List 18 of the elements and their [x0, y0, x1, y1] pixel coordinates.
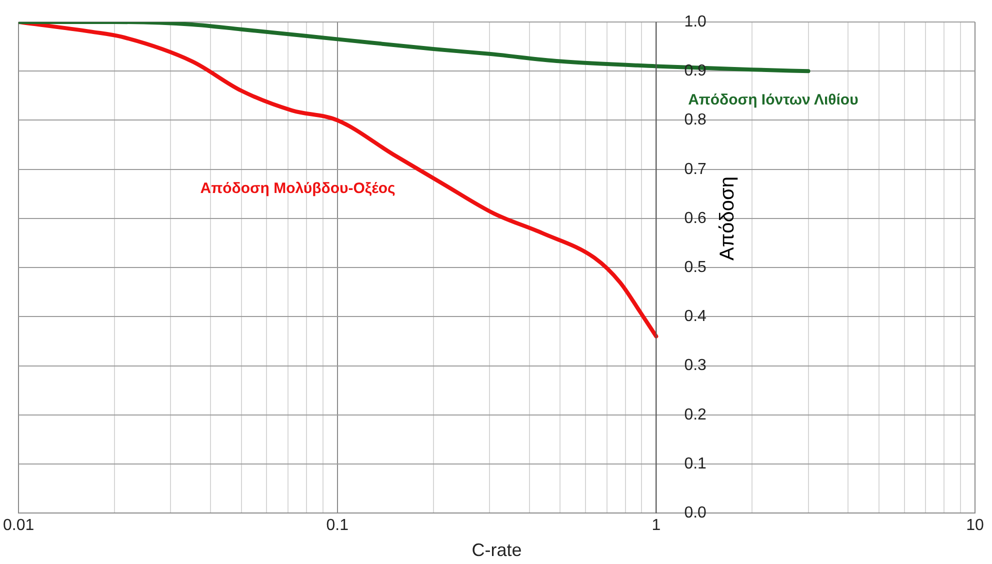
x-tick-label: 0.01 — [3, 517, 34, 534]
y-tick-label: 1.0 — [684, 13, 707, 30]
y-tick-label: 0.8 — [684, 112, 707, 129]
y-tick-label: 0.6 — [684, 210, 707, 227]
x-tick-label: 0.1 — [326, 517, 349, 534]
y-tick-label: 0.7 — [684, 160, 707, 178]
y-tick-label: 0.3 — [684, 357, 707, 374]
y-tick-label: 0.0 — [684, 504, 707, 522]
x-tick-label: 1 — [652, 517, 661, 534]
x-axis-title: C-rate — [472, 540, 522, 560]
series-label: Απόδοση Ιόντων Λιθίου — [688, 92, 859, 109]
x-tick-label: 10 — [966, 517, 984, 534]
series-label: Απόδοση Μολύβδου-Οξέος — [200, 180, 396, 198]
y-tick-label: 0.4 — [684, 308, 707, 326]
y-axis-title: Απόδοση — [716, 176, 739, 260]
y-tick-label: 0.5 — [684, 259, 707, 276]
y-tick-label: 0.1 — [684, 455, 707, 472]
y-tick-label: 0.2 — [684, 406, 707, 424]
